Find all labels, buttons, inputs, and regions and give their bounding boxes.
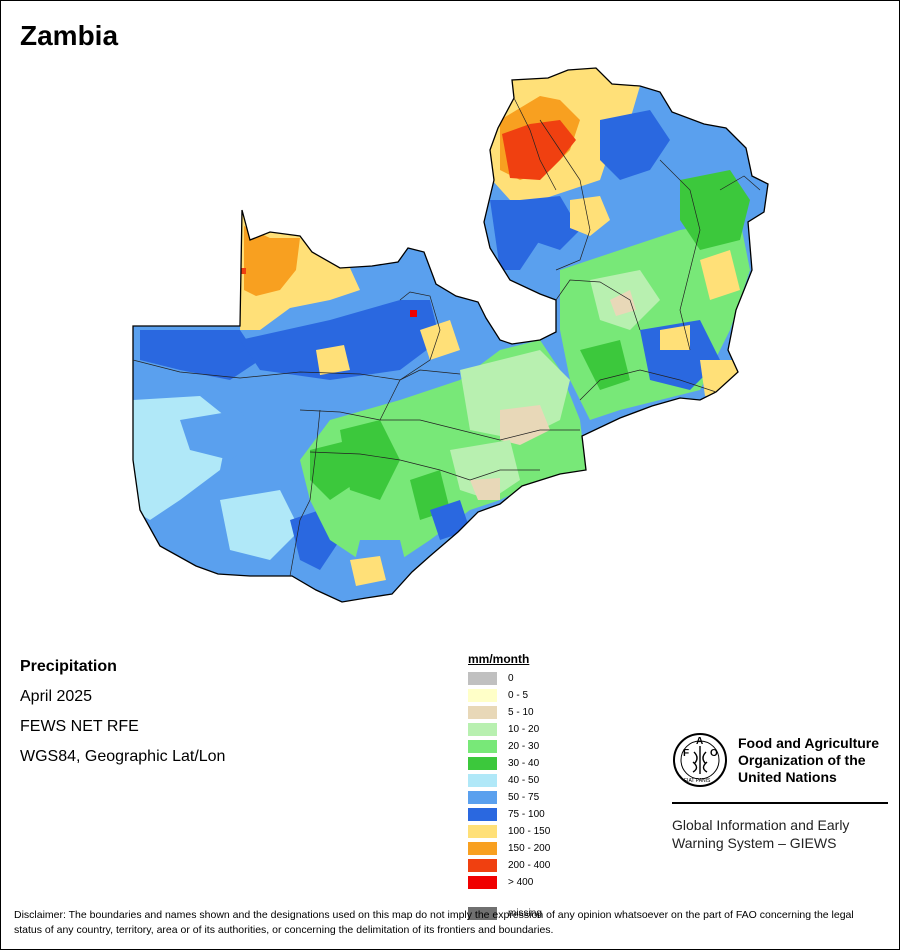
legend-item: 50 - 75 [468,789,598,806]
legend-label: 0 - 5 [508,690,529,701]
legend-item: 10 - 20 [468,721,598,738]
legend-label: 200 - 400 [508,860,551,871]
legend-label: 150 - 200 [508,843,551,854]
fao-letter-f: F [683,748,689,759]
fao-name-line1: Food and Agriculture [738,734,880,751]
legend-label: 20 - 30 [508,741,540,752]
fiat-panis-text: FIAT PANIS [684,778,711,784]
map-info: Precipitation April 2025 FEWS NET RFE WG… [20,657,225,777]
disclaimer: Disclaimer: The boundaries and names sho… [14,909,854,936]
precipitation-map [120,60,800,620]
legend-item: 0 - 5 [468,687,598,704]
source-label: FEWS NET RFE [20,718,139,735]
legend-item: 40 - 50 [468,772,598,789]
giews-line2: Warning System – GIEWS [672,835,837,851]
legend-label: 75 - 100 [508,809,545,820]
fao-letter-o: O [710,748,718,759]
zambia-map-svg [132,67,769,603]
period-label: April 2025 [20,688,93,705]
giews-name: Global Information and Early Warning Sys… [672,816,892,852]
legend-unit: mm/month [468,652,530,666]
fao-name-line3: United Nations [738,768,837,785]
legend-item-missing: missing [468,905,598,922]
precipitation-legend: mm/month 0 0 - 5 5 - 10 10 - 20 20 - 30 30 - … [468,652,598,922]
legend-label: 50 - 75 [508,792,540,803]
legend-label: 5 - 10 [508,707,534,718]
legend-item: 0 [468,670,598,687]
legend-label-missing: missing [508,908,542,919]
legend-item: 30 - 40 [468,755,598,772]
legend-label: 100 - 150 [508,826,551,837]
legend-item: 5 - 10 [468,704,598,721]
legend-swatch [468,740,497,753]
legend-items: 0 0 - 5 5 - 10 10 - 20 20 - 30 30 - 40 40 - 50… [468,670,598,891]
legend-swatch [468,672,497,685]
legend-item: 20 - 30 [468,738,598,755]
fao-name-line2: Organization of the [738,751,866,768]
legend-swatch [468,808,497,821]
legend-swatch [468,723,497,736]
legend-item: > 400 [468,874,598,891]
legend-swatch [468,842,497,855]
map-title: Zambia [20,20,119,51]
legend-label: 10 - 20 [508,724,540,735]
legend-item: 100 - 150 [468,823,598,840]
legend-item: 150 - 200 [468,840,598,857]
legend-swatch [468,859,497,872]
legend-swatch [468,825,497,838]
legend-label: > 400 [508,877,534,888]
legend-swatch [468,876,497,889]
rainfall-fill [133,68,768,602]
variable-label: Precipitation [20,658,117,675]
giews-line1: Global Information and Early [672,817,850,833]
fao-name: Food and Agriculture Organization of the… [738,735,888,786]
legend-item: 75 - 100 [468,806,598,823]
fao-letter-a: A [696,736,703,747]
legend-label: 40 - 50 [508,775,540,786]
legend-label: 30 - 40 [508,758,540,769]
legend-swatch [468,706,497,719]
legend-swatch [468,689,497,702]
legend-swatch [468,791,497,804]
legend-swatch [468,757,497,770]
legend-swatch-missing [468,907,497,920]
logo-divider [672,802,888,804]
projection-label: WGS84, Geographic Lat/Lon [20,748,226,765]
legend-swatch [468,774,497,787]
fao-logo-block: F A O FIAT PANIS Food and Agriculture Or… [672,732,892,852]
legend-item: 200 - 400 [468,857,598,874]
legend-label: 0 [508,673,514,684]
province-boundaries [132,97,761,577]
fao-emblem-icon: F A O FIAT PANIS [673,733,727,787]
